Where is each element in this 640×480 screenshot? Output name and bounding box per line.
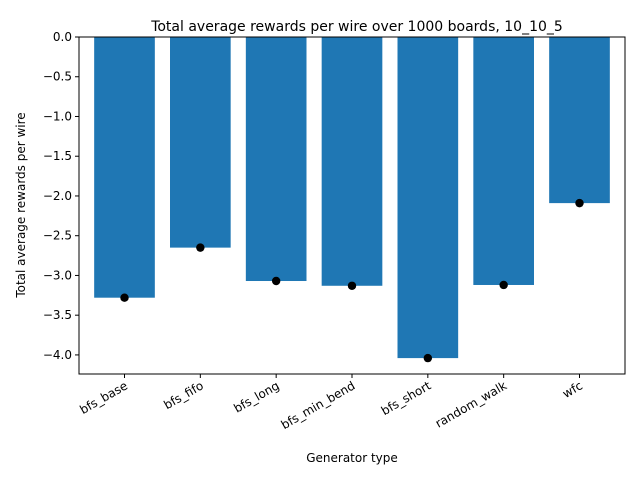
bar-bfs_short [397,37,459,359]
bar-random_walk [473,37,534,285]
y-axis-title: Total average rewards per wire [14,112,28,298]
y-tick-label: −2.0 [43,189,72,203]
marker-bfs_min_bend [347,281,357,290]
marker-bfs_short [423,353,433,363]
bar-bfs_min_bend [321,37,383,286]
y-tick-label: −3.5 [43,308,72,322]
y-tick-label: −0.5 [43,70,72,84]
marker-random_walk [499,280,508,290]
bars-group [94,37,610,359]
x-axis-title: Generator type [306,451,398,465]
y-axis: 0.0 −0.5 −1.0 −1.5 −2.0 −2.5 −3.0 −3.5 −4.0 [43,30,79,362]
bar-bfs_base [94,37,155,298]
markers-group [120,198,584,363]
bar-wfc [549,37,610,204]
chart-title: Total average rewards per wire over 1000… [150,19,563,35]
y-tick-label: −1.0 [43,109,72,123]
marker-bfs_base [120,293,129,302]
bar-bfs_long [245,37,307,282]
y-tick-label: −2.5 [43,229,72,243]
marker-wfc [575,198,584,208]
y-tick-label: 0.0 [53,30,72,44]
marker-bfs_long [271,276,281,286]
marker-bfs_fifo [196,243,205,252]
bar-bfs_fifo [170,37,231,248]
y-tick-label: −4.0 [43,348,72,362]
y-tick-label: −1.5 [43,149,72,163]
y-tick-label: −3.0 [43,268,72,282]
